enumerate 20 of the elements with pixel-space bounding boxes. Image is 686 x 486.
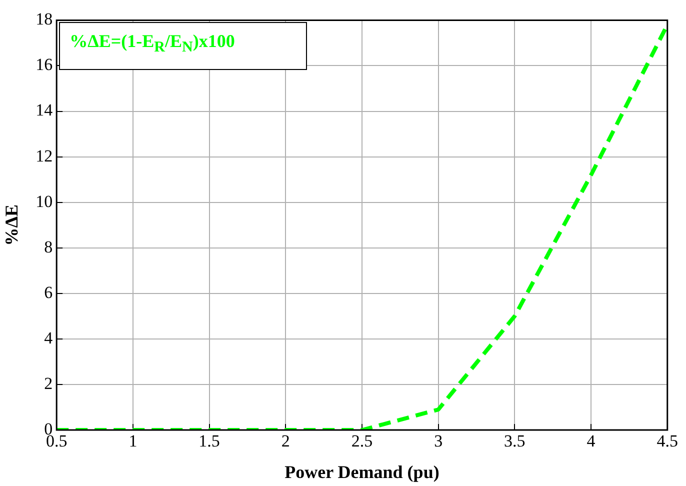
x-tick-label: 4.5 (656, 432, 678, 451)
x-tick-label: 3 (434, 432, 443, 451)
y-tick-label: 18 (36, 10, 53, 29)
x-tick-label: 1 (128, 432, 138, 451)
y-tick-label: 10 (36, 192, 53, 211)
x-tick-label: 1.5 (198, 432, 220, 451)
note-box: %ΔE=(1-E$_{R}$/E$_{N}$)x100 (58, 22, 307, 70)
x-tick-label: 2.5 (351, 432, 373, 451)
y-tick-label: 14 (36, 100, 54, 120)
x-axis-title: Power Demand (pu) (284, 462, 440, 482)
x-tick-label: 2 (281, 432, 290, 451)
y-tick-label: 8 (44, 237, 53, 256)
y-tick-label: 16 (36, 55, 53, 74)
y-tick-label: 12 (36, 146, 53, 166)
y-tick-label: 6 (44, 282, 53, 302)
y-tick-label: 2 (44, 374, 53, 393)
y-tick-label: 4 (44, 328, 54, 348)
x-tick-label: 4 (586, 432, 596, 451)
y-axis-title: %ΔE (1, 204, 22, 246)
x-tick-label: 3.5 (504, 432, 526, 451)
